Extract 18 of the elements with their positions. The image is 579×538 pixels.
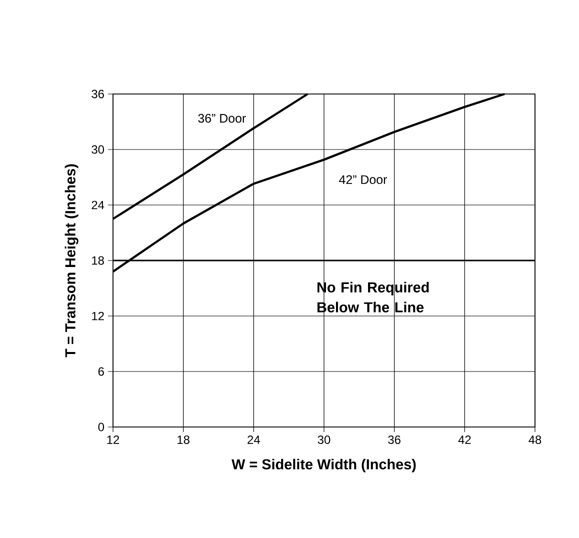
y-tick-label: 36 xyxy=(92,90,104,98)
x-tick-label: 18 xyxy=(178,436,190,444)
x-tick-label: 12 xyxy=(107,436,120,444)
x-tick-label: 48 xyxy=(528,436,542,444)
series-label: 42” Door xyxy=(339,175,387,184)
x-tick-label: 36 xyxy=(388,436,400,444)
y-tick-label: 30 xyxy=(92,145,104,154)
y-axis-title: T = Transom Height (Inches) xyxy=(64,164,78,358)
x-axis-title: W = Sidelite Width (Inches) xyxy=(232,458,416,472)
series-label: 36” Door xyxy=(198,114,246,123)
y-tick-label: 24 xyxy=(92,200,104,210)
x-tick-label: 30 xyxy=(318,436,330,444)
y-tick-label: 18 xyxy=(92,256,104,265)
y-tick-label: 6 xyxy=(98,367,104,376)
x-tick-label: 24 xyxy=(248,436,260,444)
y-tick-label: 12 xyxy=(92,312,104,320)
y-tick-label: 0 xyxy=(98,422,104,432)
x-tick-label: 42 xyxy=(458,436,471,444)
